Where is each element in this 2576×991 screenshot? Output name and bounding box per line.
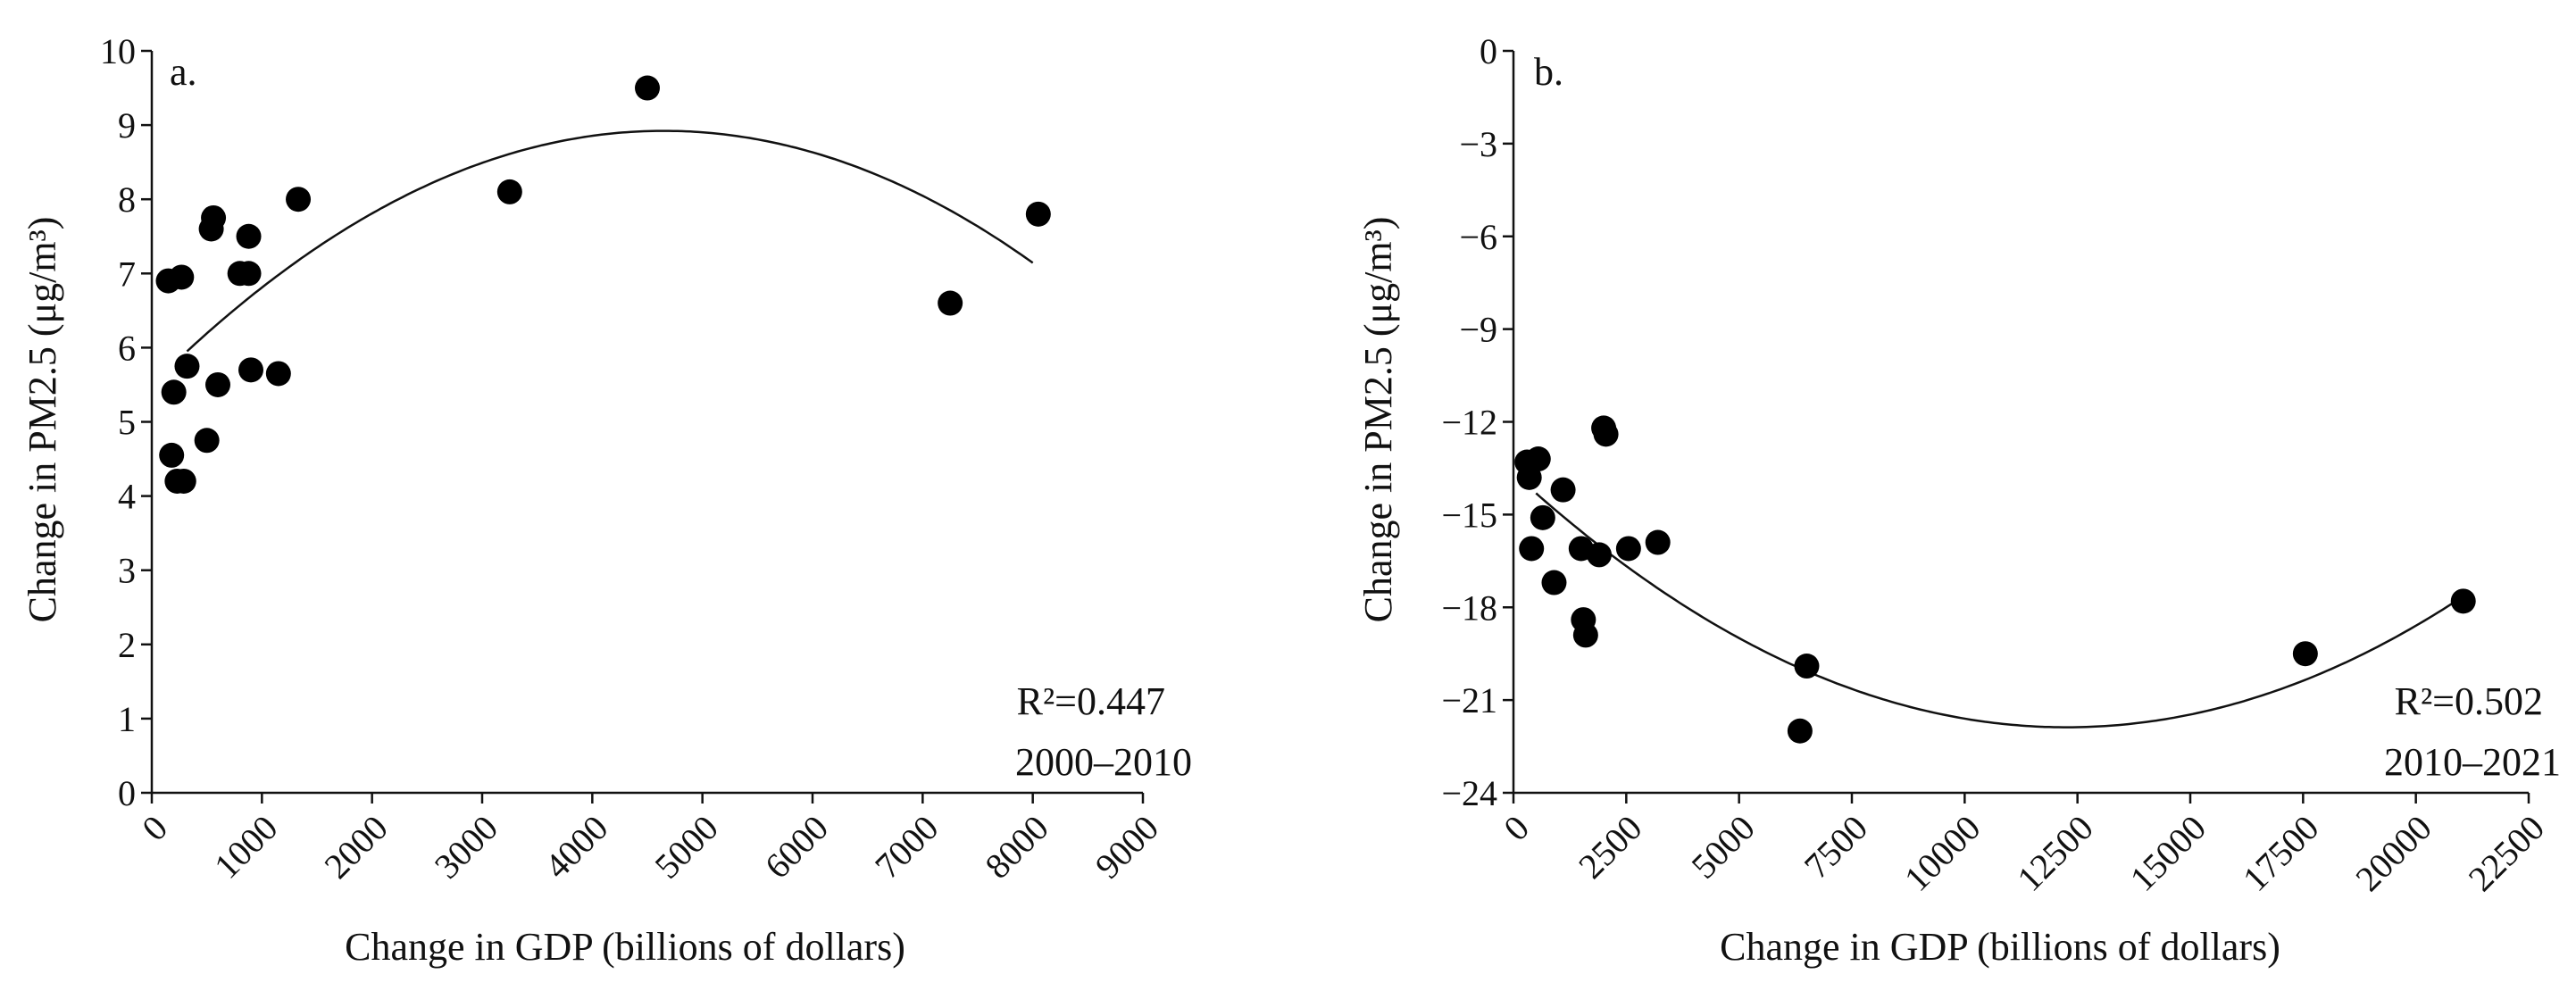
data-point [236,223,262,249]
x-tick-label: 5000 [646,807,725,886]
panel-label-a: a. [170,50,197,94]
r2-annotation-b: R²=0.502 [2395,679,2543,723]
y-axis-title-b: Change in PM2.5 (μg/m³) [1356,217,1400,623]
points-group-panel-b [1514,415,2476,744]
data-point [174,354,200,379]
data-point [1787,718,1813,744]
data-point [496,179,522,204]
r2-annotation-a: R²=0.447 [1017,679,1165,723]
y-tick-label: 3 [118,551,136,591]
data-point [2292,641,2318,667]
fit-curve-b [1535,492,2462,729]
x-tick-label: 10000 [1897,807,1988,899]
x-tick-label: 4000 [537,807,615,886]
data-point [159,442,185,468]
data-point [938,290,963,316]
y-tick-label: −9 [1459,310,1497,350]
y-tick-label: −6 [1459,217,1497,257]
x-tick-label: 5000 [1683,807,1762,886]
data-point [1530,504,1555,530]
data-point [1541,570,1567,595]
period-annotation-b: 2010–2021 [2384,740,2561,784]
data-point [1645,529,1671,555]
y-tick-label: 0 [118,773,136,813]
x-tick-label: 6000 [757,807,836,886]
data-point [236,261,262,287]
x-tick-label: 2500 [1571,807,1649,886]
x-tick-label: 7500 [1797,807,1875,886]
axes-panel-a: 0 1 2 3 4 5 6 7 8 9 10 0 1000 2000 3000 4000 5000 6000 700… [100,31,1166,887]
y-tick-label: 1 [118,699,136,739]
x-tick-label: 12500 [2009,807,2101,899]
data-point [1794,654,1820,679]
fit-curve-a [186,129,1034,353]
x-tick-label: 1000 [206,807,285,886]
y-tick-label: 10 [100,31,136,71]
y-tick-label: 0 [1480,31,1497,71]
data-point [265,361,291,387]
chart-panel-a: 0 1 2 3 4 5 6 7 8 9 10 0 1000 2000 3000 4000 5000 6000 700… [21,31,1192,969]
data-point [1587,542,1613,568]
y-tick-label: −24 [1441,773,1497,813]
data-point [194,428,220,454]
data-point [1525,446,1551,472]
y-tick-label: −21 [1441,680,1497,720]
panel-label-b: b. [1534,50,1563,94]
data-point [171,468,196,494]
data-point [1550,477,1576,503]
data-point [205,371,230,397]
y-tick-label: 6 [118,328,136,368]
data-point [2450,588,2476,614]
points-group-panel-a [155,75,1051,494]
x-tick-label: 3000 [427,807,505,886]
x-tick-label: 0 [134,807,175,848]
y-axis-title-a: Change in PM2.5 (μg/m³) [21,217,64,623]
data-point [238,357,263,383]
x-tick-label: 2000 [316,807,395,886]
y-tick-label: 2 [118,625,136,665]
data-point [1572,622,1598,648]
fit-curve-group-panel-b [1535,492,2462,729]
y-tick-label: 8 [118,179,136,220]
data-point [1025,201,1051,227]
y-tick-label: 9 [118,105,136,146]
data-point [169,264,195,290]
x-axis-title-b: Change in GDP (billions of dollars) [1720,925,2280,969]
x-tick-label: 22500 [2461,807,2553,899]
x-tick-label: 8000 [977,807,1055,886]
period-annotation-a: 2000–2010 [1015,740,1192,784]
chart-panel-b: −24 −21 −18 −15 −12 −9 −6 −3 0 0 2500 5000 7500 10000… [1356,31,2561,969]
data-point [161,379,187,405]
x-tick-label: 0 [1496,807,1537,848]
y-tick-label: −3 [1459,124,1497,164]
data-point [201,204,227,230]
data-point [1516,464,1542,490]
x-tick-label: 20000 [2347,807,2439,899]
x-tick-label: 17500 [2235,807,2327,899]
data-point [1615,536,1641,562]
data-point [635,75,660,101]
x-tick-label: 9000 [1088,807,1166,886]
y-tick-label: 7 [118,254,136,294]
fit-curve-group-panel-a [186,129,1034,353]
y-tick-label: −15 [1441,495,1497,535]
data-point [1519,536,1545,562]
data-point [1593,421,1619,447]
x-tick-label: 7000 [867,807,946,886]
y-tick-label: 5 [118,403,136,443]
data-point [286,187,312,212]
y-tick-label: 4 [118,477,136,517]
x-axis-title-a: Change in GDP (billions of dollars) [345,925,905,969]
x-tick-label: 15000 [2122,807,2214,899]
y-tick-label: −18 [1441,587,1497,628]
y-tick-label: −12 [1441,403,1497,443]
